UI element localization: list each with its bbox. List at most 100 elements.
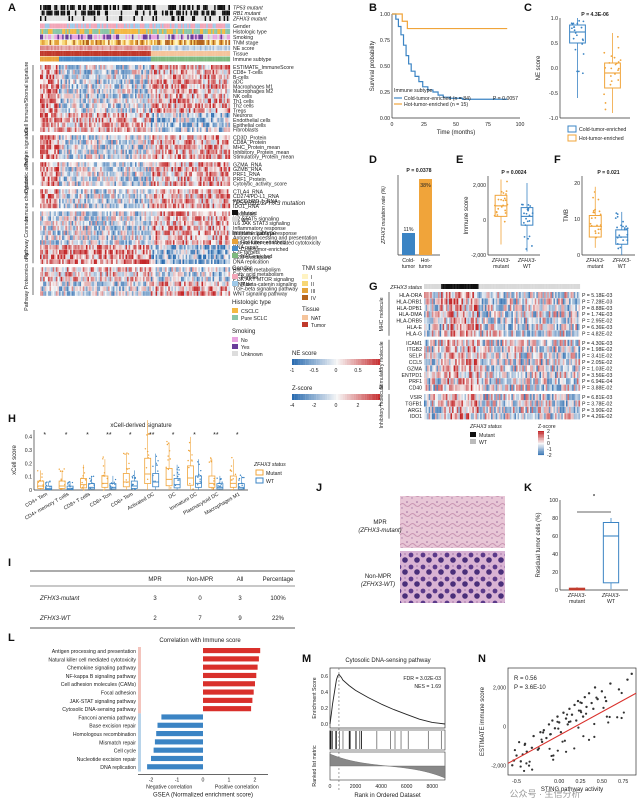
heatmap-cell (204, 79, 207, 84)
annotation-cell (169, 45, 172, 51)
heatmap-cell (68, 211, 71, 216)
annotation-cell (114, 23, 117, 29)
heatmap-cell (63, 93, 66, 99)
annotation-cell (139, 29, 142, 34)
heatmap-cell (89, 162, 91, 167)
mutation-cell (212, 10, 215, 16)
annotation-cell (57, 34, 60, 40)
heatmap-cell (160, 84, 163, 89)
mutation-cell (138, 5, 140, 10)
heatmap-cell (195, 113, 197, 118)
annotation-cell (211, 29, 213, 34)
annotation-cell (196, 51, 199, 56)
heatmap-cell (98, 117, 101, 123)
heatmap-cell (100, 135, 102, 140)
heatmap-cell (120, 84, 123, 89)
heatmap-cell (76, 93, 79, 99)
heatmap-cell (177, 135, 180, 140)
heatmap-cell (212, 171, 215, 177)
heatmap-cell (52, 225, 55, 231)
heatmap-cell (131, 65, 134, 70)
annotation-cell (40, 45, 42, 51)
mutation-cell (108, 16, 110, 21)
heatmap-cell (161, 154, 164, 159)
heatmap-cell (79, 127, 82, 132)
heatmap-cell (218, 69, 221, 75)
heatmap-cell (212, 154, 215, 159)
heatmap-cell (207, 117, 210, 123)
annotation-cell (81, 29, 83, 34)
heatmap-cell (144, 171, 147, 177)
heatmap-cell (81, 84, 83, 89)
heatmap-cell (142, 154, 145, 159)
heatmap-cell (207, 84, 210, 89)
heatmap-cell (196, 113, 199, 118)
heatmap-cell (139, 189, 142, 194)
annotation-cell (155, 29, 158, 34)
heatmap-cell (43, 216, 45, 221)
heatmap-cell (109, 181, 112, 186)
heatmap-cell (57, 194, 60, 199)
heatmap-cell (158, 194, 161, 199)
heatmap-cell (142, 89, 145, 94)
heatmap-cell (62, 127, 64, 132)
heatmap-cell (106, 189, 109, 194)
heatmap-cell (166, 93, 169, 99)
annotation-cell (206, 45, 208, 51)
heatmap-cell (78, 198, 80, 204)
heatmap-cell (51, 89, 53, 94)
annotation-cell (104, 40, 107, 45)
heatmap-cell (211, 149, 213, 155)
heatmap-cell (90, 225, 93, 231)
heatmap-cell (74, 167, 77, 172)
heatmap-cell (215, 144, 218, 150)
annotation-cell (111, 51, 113, 56)
heatmap-cell (193, 154, 196, 159)
heatmap-cell (125, 171, 128, 177)
annotation-cell (203, 45, 205, 51)
annotation-cell (168, 23, 170, 29)
heatmap-cell (106, 89, 109, 94)
mutation-cell (214, 5, 216, 10)
annotation-cell (161, 51, 164, 56)
annotation-cell (89, 56, 91, 62)
heatmap-cell (119, 89, 121, 94)
heatmap-cell (154, 79, 156, 84)
heatmap-cell (136, 149, 139, 155)
annotation-cell (139, 40, 142, 45)
heatmap-cell (57, 149, 60, 155)
heatmap-cell (130, 74, 132, 80)
annotation-cell (100, 56, 102, 62)
heatmap-cell (55, 74, 58, 80)
heatmap-cell (193, 216, 196, 221)
heatmap-cell (63, 189, 66, 194)
heatmap-cell (111, 65, 113, 70)
heatmap-cell (41, 135, 44, 140)
heatmap-cell (65, 113, 68, 118)
heatmap-cell (188, 221, 191, 226)
heatmap-cell (123, 65, 126, 70)
heatmap-cell (66, 93, 69, 99)
heatmap-cell (171, 176, 174, 182)
annotation-cell (190, 34, 193, 40)
heatmap-cell (127, 181, 129, 186)
heatmap-cell (130, 113, 132, 118)
heatmap-cell (51, 162, 53, 167)
heatmap-cell (46, 149, 49, 155)
heatmap-cell (142, 117, 145, 123)
heatmap-cell (161, 216, 164, 221)
mutation-cell (103, 5, 105, 10)
heatmap-cell (116, 122, 118, 128)
heatmap-cell (112, 154, 115, 159)
heatmap-cell (85, 65, 88, 70)
heatmap-cell (116, 127, 118, 132)
heatmap-cell (184, 135, 186, 140)
heatmap-cell (47, 93, 50, 99)
heatmap-cell (217, 117, 220, 123)
heatmap-cell (130, 89, 132, 94)
annotation-cell (161, 40, 164, 45)
heatmap-cell (40, 69, 42, 75)
heatmap-cell (138, 149, 140, 155)
heatmap-cell (78, 108, 80, 113)
heatmap-cell (74, 122, 77, 128)
